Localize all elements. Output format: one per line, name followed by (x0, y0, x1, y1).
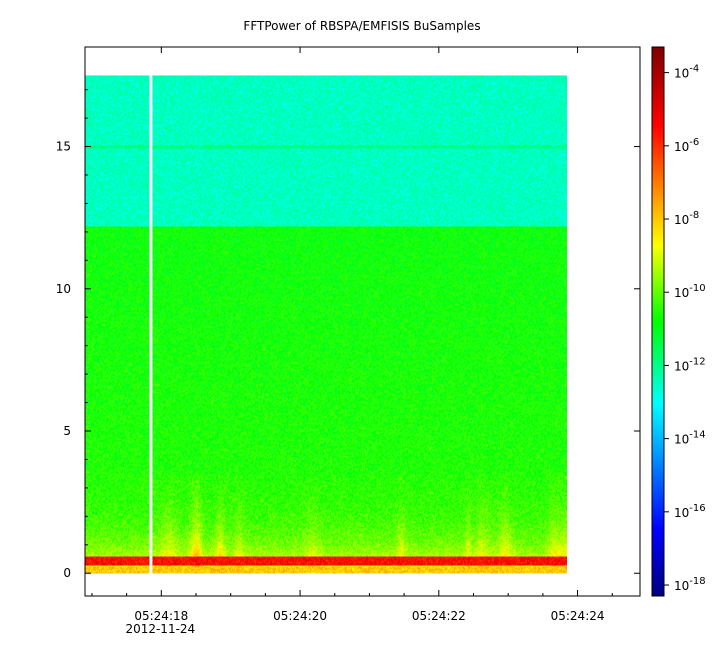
colorbar-tick-exponent: -14 (689, 430, 705, 441)
colorbar-tick-base: 10 (674, 359, 689, 373)
colorbar-tick-label: 10-12 (674, 356, 706, 373)
chart-title: FFTPower of RBSPA/EMFISIS BuSamples (243, 19, 480, 33)
colorbar-tick-base: 10 (674, 140, 689, 154)
plot-frame (84, 46, 641, 597)
x-date-label: 2012-11-24 (125, 622, 195, 636)
colorbar-frame (651, 46, 665, 597)
colorbar-tick-label: 10-14 (674, 430, 706, 447)
colorbar-tick-exponent: -4 (689, 64, 699, 75)
colorbar-tick-exponent: -6 (689, 137, 699, 148)
colorbar-tick-label: 10-10 (674, 283, 706, 300)
data-gap-line (149, 75, 153, 574)
colorbar-tick-exponent: -12 (689, 356, 705, 367)
colorbar-tick-label: 10-18 (674, 576, 706, 593)
y-tick-label: 5 (63, 424, 71, 438)
colorbar-tick-base: 10 (674, 67, 689, 81)
colorbar-tick-base: 10 (674, 286, 689, 300)
colorbar-tick-exponent: -8 (689, 210, 699, 221)
y-tick-label: 15 (56, 140, 71, 154)
y-tick-label: 0 (63, 566, 71, 580)
colorbar-tick-label: 10-16 (674, 503, 706, 520)
x-tick-label: 05:24:18 (134, 609, 188, 623)
colorbar-tick-label: 10-6 (674, 137, 699, 154)
x-tick-label: 05:24:24 (551, 609, 605, 623)
colorbar-tick-base: 10 (674, 213, 689, 227)
y-axis: 0 5 10 15 (56, 89, 640, 580)
x-tick-label: 05:24:22 (412, 609, 466, 623)
colorbar-tick-label: 10-8 (674, 210, 699, 227)
y-tick-label: 10 (56, 282, 71, 296)
colorbar-tick-exponent: -10 (689, 283, 705, 294)
colorbar-tick-label: 10-4 (674, 64, 699, 81)
colorbar-tick-exponent: -18 (689, 576, 705, 587)
x-tick-label: 05:24:20 (273, 609, 327, 623)
colorbar-tick-exponent: -16 (689, 503, 705, 514)
colorbar (652, 47, 664, 596)
colorbar-tick-base: 10 (674, 506, 689, 520)
spectrogram-image (85, 75, 567, 574)
colorbar-tick-base: 10 (674, 579, 689, 593)
colorbar-tick-base: 10 (674, 433, 689, 447)
